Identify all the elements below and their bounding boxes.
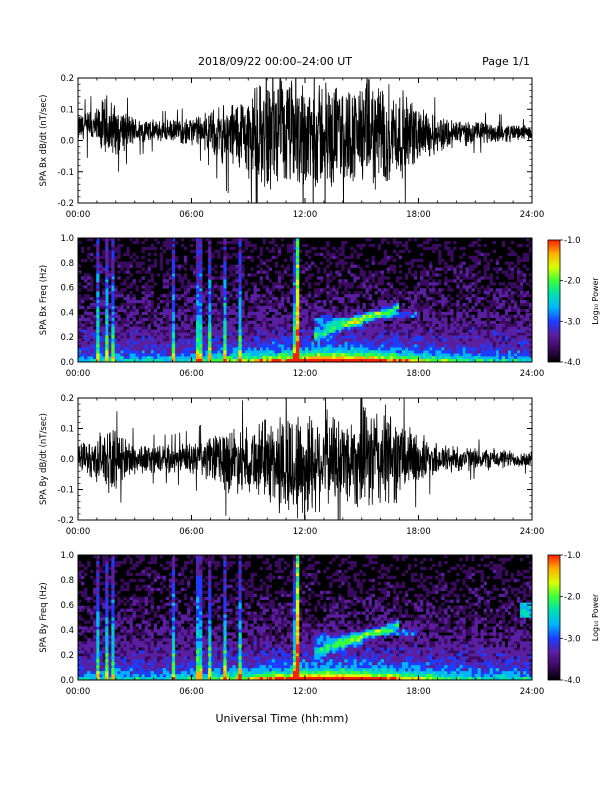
x-tick-label: 18:00 xyxy=(406,527,431,537)
x-tick-label: 18:00 xyxy=(406,369,431,379)
x-tick-label: 12:00 xyxy=(293,210,318,220)
y-tick-label: 0.1 xyxy=(60,105,74,115)
y-axis-label: SPA Bx dB/dt (nT/sec) xyxy=(39,95,49,187)
y-tick-label: 0.2 xyxy=(60,74,74,84)
colorbar-tick-label: -3.0 xyxy=(564,634,581,644)
panel-bx-spectrogram: 00:00 06:00 12:00 18:00 24:00 0.0 0.2 0.4 0.6 0.8… xyxy=(39,234,544,379)
y-tick-label: 1.0 xyxy=(60,551,74,561)
panel-by-spectrogram: 00:00 06:00 12:00 18:00 24:00 0.0 0.2 0.4 0.6 0.8… xyxy=(39,551,544,697)
x-tick-label: 12:00 xyxy=(293,527,318,537)
colorbar-tick-label: -3.0 xyxy=(564,317,581,327)
colorbar-bx: -1.0 -2.0 -3.0 -4.0 Log₁₀ Power xyxy=(547,236,600,368)
colorbar-label: Log₁₀ Power xyxy=(591,277,600,325)
y-tick-label: 0.2 xyxy=(60,333,74,343)
colorbar-tick-label: -2.0 xyxy=(564,277,581,287)
colorbar-scale xyxy=(547,239,561,363)
y-tick-label: 0.2 xyxy=(60,394,74,404)
colorbar-scale xyxy=(547,554,561,681)
x-tick-label: 18:00 xyxy=(406,687,431,697)
spectrogram-cells xyxy=(84,593,533,681)
colorbar-label: Log₁₀ Power xyxy=(591,593,600,641)
x-tick-label: 24:00 xyxy=(520,210,545,220)
y-tick-label: 1.0 xyxy=(60,234,74,244)
y-tick-label: -0.2 xyxy=(57,516,74,526)
series-line xyxy=(78,78,532,203)
y-tick-label: 0.4 xyxy=(60,308,74,318)
y-axis-label: SPA By dB/dt (nT/sec) xyxy=(39,413,49,505)
panel-bx-timeseries: 00:00 06:00 12:00 18:00 24:00 -0.2 -0.1 0.0 0.1 0… xyxy=(39,74,545,220)
y-tick-label: 0.0 xyxy=(60,137,74,147)
spectrogram-cells xyxy=(78,238,533,357)
spectrogram-cells xyxy=(96,264,448,363)
x-tick-label: 24:00 xyxy=(520,369,545,379)
colorbar-tick-label: -1.0 xyxy=(564,236,581,246)
x-tick-label: 18:00 xyxy=(406,210,431,220)
colorbar-tick-label: -1.0 xyxy=(564,551,581,561)
y-tick-label: -0.2 xyxy=(57,199,74,209)
figure-title: 2018/09/22 00:00–24:00 UT xyxy=(198,55,352,68)
colorbar-tick-label: -4.0 xyxy=(564,358,581,368)
x-tick-label: 00:00 xyxy=(66,687,91,697)
panel-by-timeseries: 00:00 06:00 12:00 18:00 24:00 -0.2 -0.1 0.0 0.1 0… xyxy=(39,394,545,537)
x-tick-label: 06:00 xyxy=(179,369,204,379)
y-tick-label: 0.0 xyxy=(60,358,74,368)
spectrogram-cells xyxy=(78,555,533,675)
x-axis-title: Universal Time (hh:mm) xyxy=(216,712,349,725)
y-axis-label: SPA By Freq (Hz) xyxy=(39,582,49,652)
y-tick-label: 0.1 xyxy=(60,425,74,435)
y-tick-label: 0.4 xyxy=(60,626,74,636)
y-tick-label: -0.1 xyxy=(57,486,74,496)
x-tick-label: 06:00 xyxy=(179,527,204,537)
spectrogram-cells xyxy=(78,238,533,348)
page-number: Page 1/1 xyxy=(482,55,530,68)
y-tick-label: 0.0 xyxy=(60,676,74,686)
y-tick-label: 0.2 xyxy=(60,651,74,661)
x-tick-label: 00:00 xyxy=(66,369,91,379)
x-tick-label: 00:00 xyxy=(66,527,91,537)
x-tick-label: 00:00 xyxy=(66,210,91,220)
x-tick-label: 06:00 xyxy=(179,687,204,697)
y-axis-label: SPA Bx Freq (Hz) xyxy=(39,265,49,335)
y-tick-label: 0.8 xyxy=(60,259,74,269)
y-tick-label: 0.8 xyxy=(60,576,74,586)
y-tick-label: 0.6 xyxy=(60,284,74,294)
x-tick-label: 12:00 xyxy=(293,369,318,379)
colorbar-tick-label: -4.0 xyxy=(564,676,581,686)
y-tick-label: 0.6 xyxy=(60,601,74,611)
series-line xyxy=(78,398,532,520)
colorbar-by: -1.0 -2.0 -3.0 -4.0 Log₁₀ Power xyxy=(547,551,600,686)
y-tick-label: -0.1 xyxy=(57,168,74,178)
x-tick-label: 06:00 xyxy=(179,210,204,220)
x-tick-label: 24:00 xyxy=(520,687,545,697)
x-tick-label: 24:00 xyxy=(520,527,545,537)
y-tick-label: 0.0 xyxy=(60,455,74,465)
x-tick-label: 12:00 xyxy=(293,687,318,697)
colorbar-tick-label: -2.0 xyxy=(564,593,581,603)
